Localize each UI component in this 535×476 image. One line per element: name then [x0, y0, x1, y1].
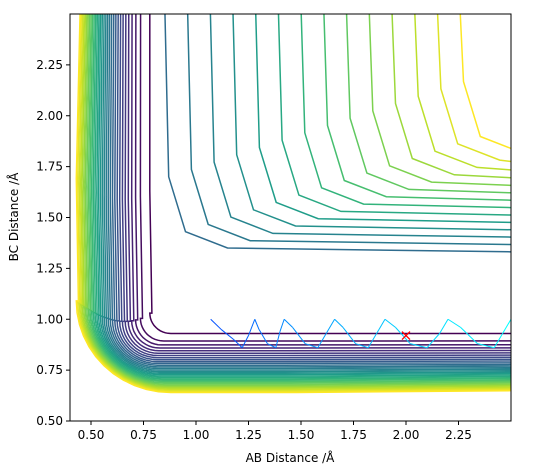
- contour-line: [368, 14, 511, 187]
- trajectory-segment: [502, 318, 511, 334]
- trajectory-segment: [493, 333, 504, 348]
- trajectory-segment: [258, 329, 268, 344]
- y-tick-label: 1.25: [36, 261, 63, 275]
- contour-line: [96, 14, 511, 377]
- y-tick-label: 2.00: [36, 109, 63, 123]
- contour-line: [92, 14, 511, 380]
- trajectory-segment: [460, 327, 478, 345]
- contour-line: [255, 14, 511, 224]
- trajectory-segment: [395, 327, 411, 345]
- y-tick-label: 1.00: [36, 312, 63, 326]
- contour-line: [127, 14, 511, 352]
- y-tick-label: 1.75: [36, 160, 63, 174]
- contour-line: [164, 14, 511, 253]
- contour-line: [84, 14, 511, 387]
- contour-line: [78, 14, 511, 391]
- contour-line: [76, 14, 511, 393]
- contour-line: [121, 14, 511, 357]
- end-marker: [401, 331, 411, 340]
- contour-line: [90, 14, 511, 381]
- contour-line: [134, 14, 511, 346]
- contour-line: [99, 14, 511, 374]
- trajectory-segment: [275, 331, 281, 348]
- contour-line: [81, 14, 511, 389]
- trajectory-segment: [325, 318, 336, 334]
- trajectory-segment: [283, 318, 293, 328]
- trajectory-segment: [342, 327, 356, 344]
- contour-line: [86, 14, 511, 385]
- y-tick-label: 1.50: [36, 211, 63, 225]
- contour-line: [300, 14, 511, 209]
- contour-line: [345, 14, 511, 194]
- x-tick-label: 1.25: [235, 428, 262, 442]
- trajectory-segment: [367, 333, 378, 348]
- x-tick-label: 0.75: [130, 428, 157, 442]
- contour-line: [391, 14, 511, 179]
- y-tick-label: 0.50: [36, 414, 63, 428]
- contour-line: [79, 14, 511, 390]
- contour-line: [148, 14, 511, 335]
- x-tick-label: 1.00: [183, 428, 210, 442]
- contour-line: [232, 14, 511, 231]
- trajectory-segment: [426, 333, 440, 349]
- contour-line: [139, 14, 511, 342]
- contour-line: [186, 14, 511, 246]
- trajectory-segment: [210, 318, 222, 330]
- contour-line: [414, 14, 511, 171]
- contour-line: [94, 14, 511, 379]
- y-axis-ticks: 0.50 0.75 1.00 1.25 1.50 1.75 2.00 2.25: [36, 58, 70, 428]
- x-tick-label: 1.50: [288, 428, 315, 442]
- contour-line: [97, 14, 511, 376]
- contour-line: [101, 14, 511, 373]
- trajectory-segment: [477, 343, 495, 349]
- trajectory-segment: [384, 318, 396, 328]
- trajectory-segment: [267, 343, 277, 349]
- trajectory-segment: [292, 327, 306, 344]
- contour-line: [209, 14, 511, 238]
- contour-line: [82, 14, 511, 388]
- x-axis-label: AB Distance /Å: [246, 450, 336, 465]
- contour-lines: [75, 14, 511, 394]
- trajectory-segment: [439, 318, 449, 334]
- trajectory-segment: [248, 319, 256, 336]
- x-tick-label: 2.00: [393, 428, 420, 442]
- y-tick-label: 2.25: [36, 58, 63, 72]
- trajectory-segment: [376, 318, 386, 334]
- contour-line: [323, 14, 511, 201]
- y-axis-label: BC Distance /Å: [6, 172, 21, 262]
- trajectory-segment: [334, 318, 344, 328]
- trajectory-segment: [305, 343, 318, 349]
- y-tick-label: 0.75: [36, 363, 63, 377]
- contour-line: [87, 14, 511, 384]
- x-tick-label: 2.25: [445, 428, 472, 442]
- trajectory-segment: [220, 329, 235, 340]
- trajectory-segment: [241, 335, 249, 348]
- x-axis-ticks: 0.50 0.75 1.00 1.25 1.50 1.75 2.00 2.25: [78, 421, 472, 442]
- trajectory-segment: [410, 343, 428, 349]
- trajectory-segment: [279, 319, 285, 332]
- x-tick-label: 1.75: [340, 428, 367, 442]
- contour-line: [124, 14, 511, 354]
- trajectory-segment: [233, 339, 243, 349]
- contour-line: [130, 14, 511, 349]
- contour-line: [436, 14, 511, 163]
- contour-line: [89, 14, 511, 383]
- trajectory-segment: [254, 319, 260, 330]
- marker-stroke: [401, 331, 411, 340]
- trajectory-segment: [317, 333, 327, 348]
- trajectory-segment: [447, 318, 461, 328]
- contour-line: [459, 14, 511, 150]
- x-tick-label: 0.50: [78, 428, 105, 442]
- contour-line: [277, 14, 511, 216]
- trajectory-segment: [355, 343, 369, 349]
- contour-line: [75, 14, 511, 394]
- trajectory: [210, 318, 511, 349]
